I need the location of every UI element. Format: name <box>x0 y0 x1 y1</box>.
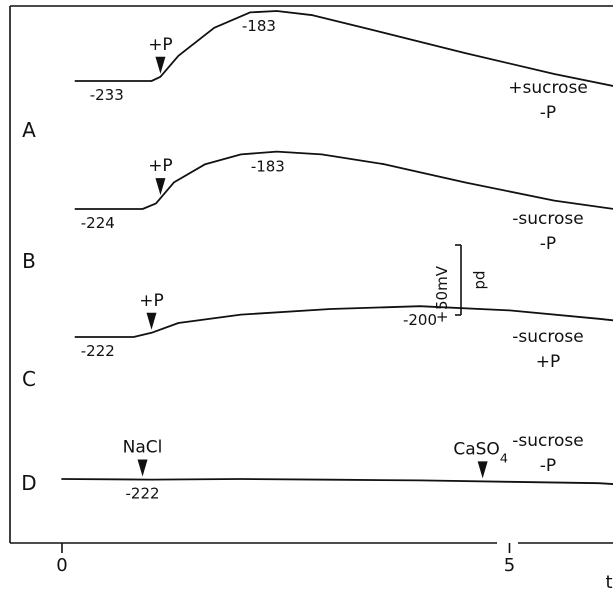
condition-label: -sucrose <box>512 327 583 347</box>
value-label: -222 <box>81 342 115 360</box>
event-marker <box>155 56 166 74</box>
panel-d: D NaCl CaSO4 -222 -sucrose -P <box>21 431 613 503</box>
scale-bar-sublabel: pd <box>472 270 490 289</box>
value-label: -200 <box>403 311 437 329</box>
condition-label: -P <box>540 103 556 123</box>
value-label: -183 <box>251 157 285 175</box>
panel-c: C+P-P-222-200-sucrose+P <box>22 291 613 391</box>
x-tick-label: 0 <box>56 555 67 576</box>
scale-bar-sign: + <box>433 311 451 324</box>
scale-bar: +50mV pd <box>433 244 490 324</box>
series-line <box>74 150 613 210</box>
event-marker <box>477 461 488 479</box>
condition-label: -sucrose <box>512 209 583 229</box>
x-tick-label: 5 <box>504 555 515 576</box>
series-line <box>61 478 613 485</box>
condition-label: +P <box>536 352 561 372</box>
panel-letter: B <box>22 249 36 273</box>
event-label: NaCl <box>123 438 163 458</box>
condition-label: -P <box>540 234 556 254</box>
value-label: -233 <box>90 86 124 104</box>
scale-bar-label: 50mV <box>433 265 451 310</box>
value-label: -222 <box>126 485 160 503</box>
condition-label: -P <box>540 456 556 476</box>
panel-letter: A <box>22 118 36 142</box>
condition-label: +sucrose <box>508 78 588 98</box>
event-marker <box>146 312 157 330</box>
panel-letter: C <box>22 367 36 391</box>
panel-b: B+P-P-224-183-230-sucrose-P <box>22 150 613 273</box>
x-axis-title: time [min] <box>606 572 613 593</box>
series-line <box>74 305 613 338</box>
panel-a: A+P-P-233-183-260+sucrose-P <box>22 10 613 142</box>
event-marker <box>155 178 166 196</box>
series-line <box>74 10 613 87</box>
event-label: +P <box>148 156 173 176</box>
event-label: +P <box>139 291 164 311</box>
value-label: -183 <box>242 17 276 35</box>
panel-letter: D <box>21 471 36 495</box>
event-label: +P <box>148 35 173 55</box>
event-marker <box>137 459 148 477</box>
condition-label: -sucrose <box>512 431 583 451</box>
value-label: -224 <box>81 214 115 232</box>
event-label: CaSO4 <box>453 439 508 466</box>
